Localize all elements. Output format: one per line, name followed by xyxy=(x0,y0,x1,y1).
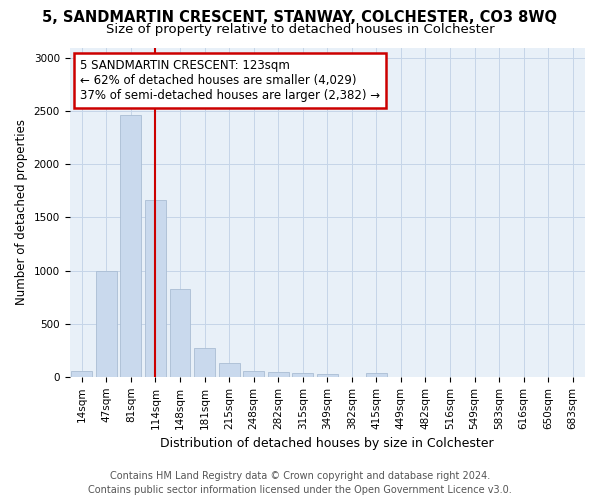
Bar xyxy=(194,348,215,377)
Bar xyxy=(145,200,166,377)
Bar xyxy=(218,363,239,377)
Bar xyxy=(268,372,289,377)
Bar xyxy=(366,373,387,377)
X-axis label: Distribution of detached houses by size in Colchester: Distribution of detached houses by size … xyxy=(160,437,494,450)
Bar xyxy=(96,270,117,377)
Bar xyxy=(71,371,92,377)
Bar xyxy=(170,288,190,377)
Text: Contains HM Land Registry data © Crown copyright and database right 2024.
Contai: Contains HM Land Registry data © Crown c… xyxy=(88,471,512,495)
Bar xyxy=(121,116,142,377)
Text: Size of property relative to detached houses in Colchester: Size of property relative to detached ho… xyxy=(106,22,494,36)
Bar xyxy=(243,371,264,377)
Bar xyxy=(292,372,313,377)
Bar xyxy=(317,374,338,377)
Text: 5 SANDMARTIN CRESCENT: 123sqm
← 62% of detached houses are smaller (4,029)
37% o: 5 SANDMARTIN CRESCENT: 123sqm ← 62% of d… xyxy=(80,59,380,102)
Text: 5, SANDMARTIN CRESCENT, STANWAY, COLCHESTER, CO3 8WQ: 5, SANDMARTIN CRESCENT, STANWAY, COLCHES… xyxy=(43,10,557,25)
Y-axis label: Number of detached properties: Number of detached properties xyxy=(15,119,28,305)
